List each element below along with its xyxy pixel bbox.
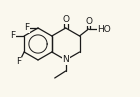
Text: O: O xyxy=(62,14,69,23)
Text: O: O xyxy=(85,16,92,26)
Text: N: N xyxy=(62,55,69,65)
Text: F: F xyxy=(17,58,22,67)
Text: F: F xyxy=(24,23,30,32)
Text: F: F xyxy=(11,32,16,41)
Text: HO: HO xyxy=(98,25,111,33)
